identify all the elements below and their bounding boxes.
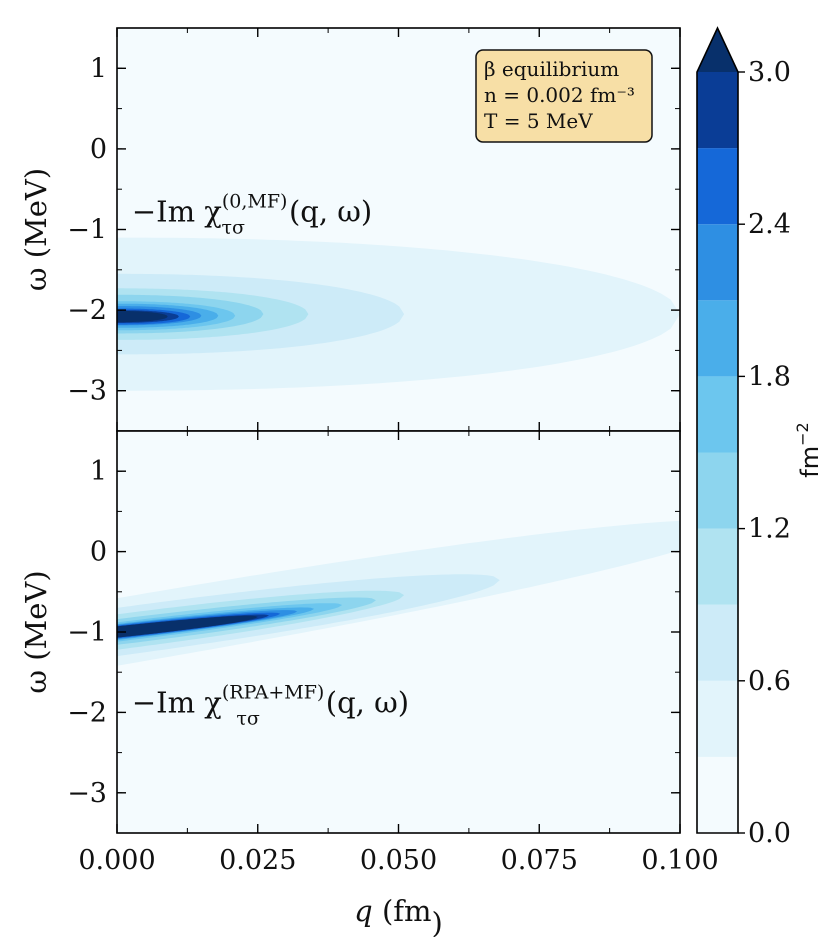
contours-bottom bbox=[117, 520, 680, 666]
colorbar-tick-label: 2.4 bbox=[748, 209, 791, 240]
xtick-label: 0.000 bbox=[78, 845, 155, 876]
colorbar-band bbox=[697, 452, 738, 529]
ytick-label-top: 0 bbox=[90, 134, 107, 165]
ytick-label-top: −2 bbox=[67, 295, 107, 326]
colorbar-tick-label: 3.0 bbox=[748, 57, 791, 88]
ytick-label-bottom: −1 bbox=[67, 617, 107, 648]
contour-level-3 bbox=[117, 310, 168, 323]
xtick-label: 0.100 bbox=[641, 845, 718, 876]
colorbar-band bbox=[697, 72, 738, 149]
colorbar-tick-label: 1.2 bbox=[748, 514, 791, 545]
colorbar-extend-triangle bbox=[697, 28, 738, 72]
panel-top: 1 0 −1 −2 −3 ω (MeV) −Im χ(0,MF) τσ (q, ω) β equi… bbox=[19, 27, 681, 432]
colorbar: 0.0 0.6 1.2 1.8 2.4 3.0 fm−2 bbox=[696, 26, 824, 849]
colorbar-band bbox=[697, 224, 738, 301]
ytick-label-top: 1 bbox=[90, 53, 107, 84]
info-box-line: n = 0.002 fm⁻³ bbox=[484, 83, 635, 107]
colorbar-tick-label: 0.6 bbox=[748, 666, 791, 697]
colorbar-band bbox=[697, 756, 738, 833]
x-axis: 0.000 0.025 0.050 0.075 0.100 q (fm) bbox=[78, 845, 718, 937]
ytick-label-bottom: −2 bbox=[67, 697, 107, 728]
colorbar-tick-label: 0.0 bbox=[748, 818, 791, 849]
colorbar-band bbox=[697, 528, 738, 605]
panel-bottom: 1 0 −1 −2 −3 ω (MeV) −Im χ(RPA+MF) τσ (q, ω) bbox=[19, 430, 681, 834]
ytick-label-bottom: −3 bbox=[67, 778, 107, 809]
colorbar-tick-label: 1.8 bbox=[748, 361, 791, 392]
colorbar-band bbox=[697, 300, 738, 377]
annotation-bottom: −Im χ(RPA+MF) τσ (q, ω) bbox=[132, 681, 409, 729]
info-box-line: T = 5 MeV bbox=[484, 109, 593, 133]
ytick-label-bottom: 1 bbox=[90, 456, 107, 487]
annotation-top: −Im χ(0,MF) τσ (q, ω) bbox=[132, 190, 372, 238]
info-box bbox=[475, 49, 653, 143]
ytick-label-bottom: 0 bbox=[90, 537, 107, 568]
xtick-label: 0.075 bbox=[501, 845, 578, 876]
ylabel-bottom: ω (MeV) bbox=[19, 570, 53, 693]
colorbar-band bbox=[697, 680, 738, 757]
colorbar-label: fm−2 bbox=[793, 422, 824, 477]
contours-top bbox=[117, 237, 680, 391]
ytick-label-top: −3 bbox=[67, 376, 107, 407]
contour-level-3 bbox=[117, 615, 258, 638]
info-box-line: β equilibrium bbox=[484, 57, 619, 81]
xtick-label: 0.025 bbox=[219, 845, 296, 876]
xlabel: q (fm) bbox=[354, 894, 443, 937]
xtick-label: 0.050 bbox=[360, 845, 437, 876]
ylabel-top: ω (MeV) bbox=[19, 168, 53, 291]
colorbar-band bbox=[697, 604, 738, 681]
colorbar-band bbox=[697, 376, 738, 453]
colorbar-frame bbox=[696, 26, 739, 834]
ytick-label-top: −1 bbox=[67, 215, 107, 246]
colorbar-band bbox=[697, 148, 738, 225]
